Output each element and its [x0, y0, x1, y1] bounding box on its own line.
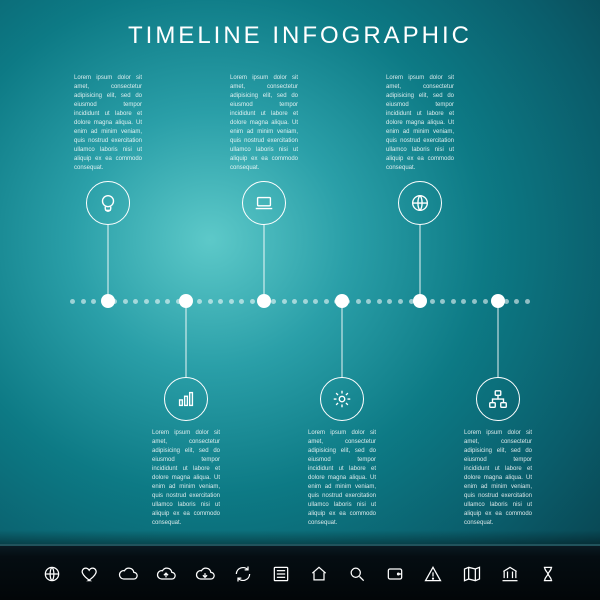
- bank-icon[interactable]: [498, 562, 522, 586]
- globe-icon: [398, 181, 442, 225]
- map-icon[interactable]: [460, 562, 484, 586]
- gear-icon: [320, 377, 364, 421]
- bars-icon: [164, 377, 208, 421]
- footer-gloss: [0, 530, 600, 544]
- infographic-canvas: TIMELINE INFOGRAPHIC Lorem ipsum dolor s…: [0, 0, 600, 600]
- timeline-stem: [498, 307, 499, 377]
- bulb-icon: [86, 181, 130, 225]
- cloud-icon[interactable]: [116, 562, 140, 586]
- timeline-node-dot: [413, 294, 427, 308]
- wallet-icon[interactable]: [383, 562, 407, 586]
- timeline-node-dot: [101, 294, 115, 308]
- cloud-up-icon[interactable]: [154, 562, 178, 586]
- timeline-node-desc: Lorem ipsum dolor sit amet, consectetur …: [152, 429, 220, 528]
- timeline-stem: [420, 225, 421, 295]
- timeline-node-dot: [491, 294, 505, 308]
- timeline-stem: [342, 307, 343, 377]
- cloud-down-icon[interactable]: [193, 562, 217, 586]
- timeline-stem: [108, 225, 109, 295]
- timeline-node-desc: Lorem ipsum dolor sit amet, consectetur …: [308, 429, 376, 528]
- list-icon[interactable]: [269, 562, 293, 586]
- timeline-stem: [186, 307, 187, 377]
- timeline-node-dot: [257, 294, 271, 308]
- timeline-stem: [264, 225, 265, 295]
- timeline-node-desc: Lorem ipsum dolor sit amet, consectetur …: [74, 74, 142, 173]
- globe-icon[interactable]: [40, 562, 64, 586]
- timeline-node-dot: [179, 294, 193, 308]
- timeline-dotline: [70, 300, 530, 302]
- heart-icon[interactable]: [78, 562, 102, 586]
- refresh-icon[interactable]: [231, 562, 255, 586]
- timeline-node-desc: Lorem ipsum dolor sit amet, consectetur …: [230, 74, 298, 173]
- home-icon[interactable]: [307, 562, 331, 586]
- hourglass-icon[interactable]: [536, 562, 560, 586]
- timeline-node-desc: Lorem ipsum dolor sit amet, consectetur …: [386, 74, 454, 173]
- warning-icon[interactable]: [421, 562, 445, 586]
- footer-icon-row: [40, 562, 560, 586]
- timeline-node-desc: Lorem ipsum dolor sit amet, consectetur …: [464, 429, 532, 528]
- laptop-icon: [242, 181, 286, 225]
- sitemap-icon: [476, 377, 520, 421]
- search-icon[interactable]: [345, 562, 369, 586]
- page-title: TIMELINE INFOGRAPHIC: [0, 22, 600, 50]
- timeline-node-dot: [335, 294, 349, 308]
